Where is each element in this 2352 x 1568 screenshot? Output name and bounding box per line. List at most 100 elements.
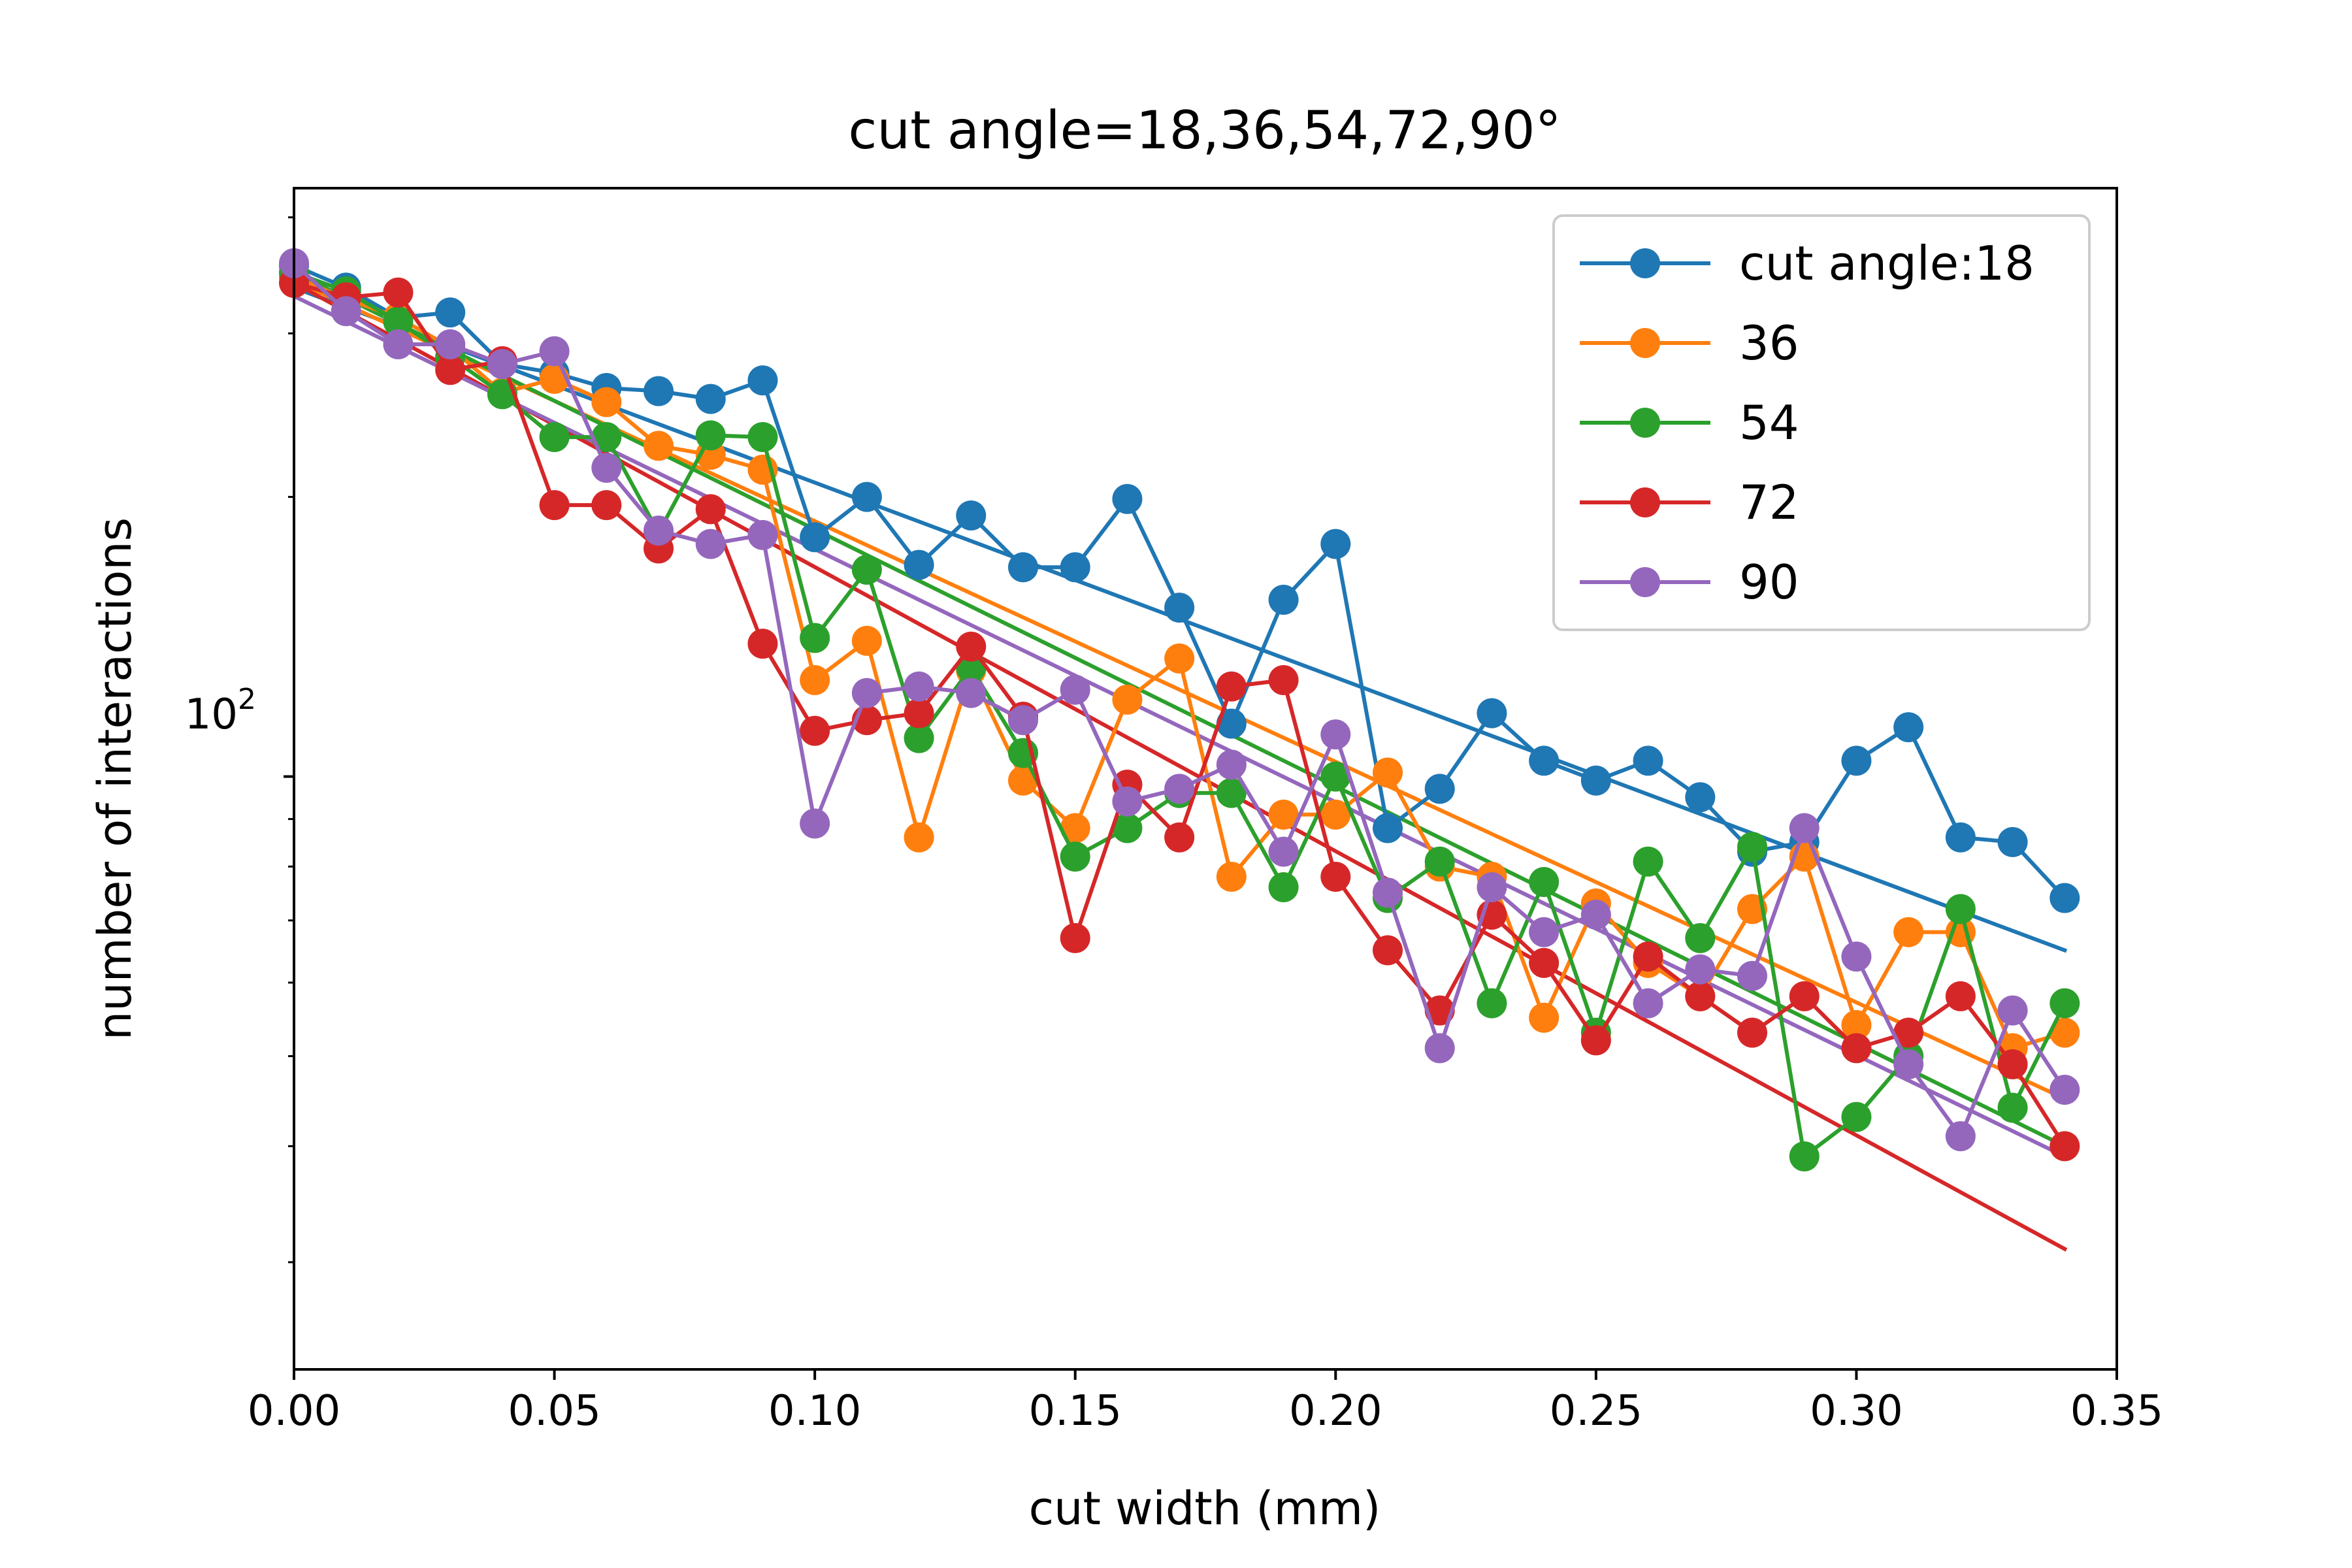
x-tick-label: 0.00 (248, 1387, 341, 1435)
data-point (1893, 1017, 1924, 1048)
legend-swatch-marker (1630, 487, 1660, 517)
data-point (1060, 923, 1090, 953)
data-point (1112, 684, 1143, 715)
data-point (1997, 1049, 2028, 1080)
data-point (1373, 813, 1403, 843)
data-point (1737, 960, 1767, 991)
fit-lines (291, 269, 2068, 1252)
x-tick-label: 0.15 (1028, 1387, 1122, 1435)
data-point (904, 822, 934, 853)
data-point (1841, 745, 1872, 776)
data-point (1216, 749, 1247, 780)
legend-frame (1552, 214, 2091, 631)
data-point (1633, 846, 1663, 877)
data-point (1216, 708, 1247, 739)
data-point (1268, 799, 1299, 830)
data-point (591, 452, 622, 483)
data-point (644, 515, 674, 546)
data-point (1633, 745, 1663, 776)
legend-item: 72 (1580, 475, 1799, 530)
data-point (1685, 782, 1716, 813)
data-point (644, 376, 674, 406)
legend-item: 54 (1580, 395, 1799, 450)
data-point (1685, 981, 1716, 1011)
data-point (2050, 883, 2080, 913)
data-point (435, 355, 466, 385)
data-point (1997, 1092, 2028, 1123)
data-point (1737, 832, 1767, 862)
plot-area (279, 248, 2080, 1252)
data-point (1164, 774, 1195, 804)
data-point (800, 665, 830, 696)
data-point (1529, 917, 1560, 947)
data-point (695, 529, 726, 559)
data-point (1320, 799, 1351, 830)
data-point (1060, 674, 1090, 705)
data-point (1008, 765, 1038, 796)
series-5 (279, 248, 2080, 1152)
data-point (383, 277, 414, 308)
legend-item: 90 (1580, 555, 1799, 610)
data-point (1008, 552, 1038, 583)
data-point (383, 306, 414, 337)
data-point (435, 329, 466, 359)
data-point (747, 629, 778, 659)
data-point (1216, 861, 1247, 892)
x-axis-ticks: 0.00 0.05 0.10 0.15 0.20 0.25 0.30 0.35 (248, 1369, 2164, 1435)
data-point (1580, 1025, 1611, 1056)
legend-item: 36 (1580, 316, 1799, 370)
data-point (1945, 894, 1976, 924)
chart-title: cut angle=18,36,54,72,90° (848, 100, 1561, 161)
data-point (1320, 861, 1351, 892)
data-point (1164, 593, 1195, 623)
data-point (1320, 529, 1351, 559)
data-point (2050, 1131, 2080, 1162)
data-point (1268, 836, 1299, 867)
data-point (956, 678, 987, 708)
x-tick-label: 0.35 (2070, 1387, 2164, 1435)
series-lines (279, 248, 2080, 1171)
data-point (1893, 712, 1924, 743)
data-point (851, 554, 882, 585)
legend-swatch-marker (1630, 328, 1660, 358)
data-point (1112, 813, 1143, 843)
data-point (1893, 917, 1924, 947)
data-point (1060, 552, 1090, 583)
legend-label: cut angle:18 (1739, 236, 2034, 291)
data-point (904, 549, 934, 580)
data-point (1841, 1010, 1872, 1041)
data-point (1893, 1049, 1924, 1080)
data-point (695, 494, 726, 525)
data-point (1477, 698, 1507, 728)
data-point (539, 490, 570, 521)
data-point (695, 384, 726, 414)
data-point (487, 349, 517, 380)
data-point (2050, 1017, 2080, 1048)
data-point (1268, 584, 1299, 615)
data-point (1945, 981, 1976, 1011)
data-point (747, 421, 778, 452)
legend-swatch-marker (1630, 248, 1660, 278)
data-point (1424, 1033, 1455, 1064)
x-axis-label: cut width (mm) (1029, 1482, 1381, 1535)
data-point (1841, 1033, 1872, 1064)
x-tick-label: 0.20 (1289, 1387, 1382, 1435)
data-point (1424, 846, 1455, 877)
data-point (1633, 941, 1663, 972)
data-point (1060, 841, 1090, 872)
data-point (1320, 719, 1351, 750)
data-point (1580, 900, 1611, 930)
data-point (1633, 988, 1663, 1019)
data-point (1685, 954, 1716, 985)
data-point (1008, 705, 1038, 736)
data-point (1529, 947, 1560, 978)
data-point (1789, 1141, 1820, 1171)
y-tick-label-major: 102 (185, 683, 256, 739)
data-point (1424, 774, 1455, 804)
data-point (1477, 988, 1507, 1019)
data-point (1841, 941, 1872, 972)
legend-swatch-marker (1630, 567, 1660, 597)
data-point (747, 365, 778, 396)
data-point (1424, 995, 1455, 1026)
legend-items: cut angle:18 36 54 72 90 (1580, 236, 2034, 610)
